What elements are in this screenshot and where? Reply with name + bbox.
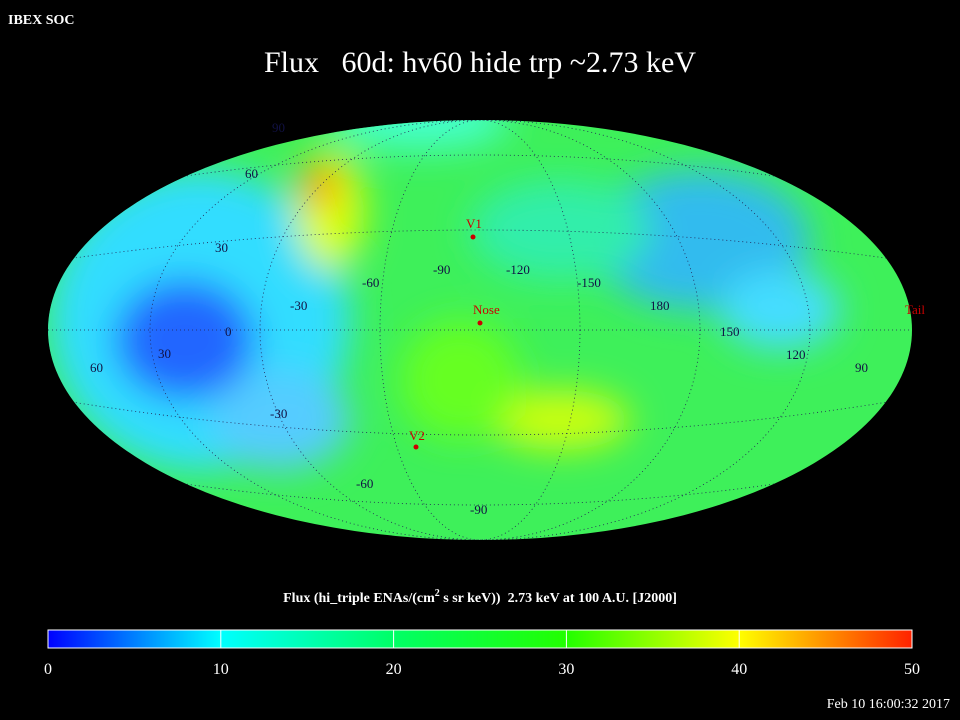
grid-label: 30 (215, 240, 228, 255)
grid-label: 0 (225, 324, 232, 339)
colorbar-tick-label: 40 (731, 661, 747, 678)
colorbar-tick-label: 20 (386, 661, 402, 678)
grid-label: 60 (245, 166, 258, 181)
marker-label: V1 (466, 216, 482, 231)
colorbar-title-sup: 2 (435, 588, 440, 599)
grid-label: -60 (356, 476, 373, 491)
grid-label: -30 (270, 406, 287, 421)
timestamp: Feb 10 16:00:32 2017 (827, 697, 950, 712)
grid-label: -150 (577, 275, 601, 290)
marker-dot (470, 234, 476, 240)
colorbar (47, 629, 913, 649)
grid-label: -60 (362, 275, 379, 290)
colorbar-tick-label: 50 (904, 661, 920, 678)
grid-label: -30 (290, 298, 307, 313)
corner-label: IBEX SOC (8, 13, 75, 28)
colorbar-title: Flux (hi_triple ENAs/(cm2 s sr keV)) 2.7… (283, 588, 677, 606)
colorbar-tick-label: 0 (44, 661, 52, 678)
colorbar-title-part: Flux (hi_triple ENAs/(cm (283, 591, 435, 606)
grid-label: 150 (720, 324, 740, 339)
marker-label: Tail (905, 302, 925, 317)
grid-label: 90 (855, 360, 868, 375)
colorbar-tick-label: 10 (213, 661, 229, 678)
title: Flux 60d: hv60 hide trp ~2.73 keV (264, 46, 696, 79)
sky-map: 90 60 30 0 -30 30 60 -30 -60 -90 -60 -90… (48, 120, 925, 540)
marker-dot (413, 444, 419, 450)
grid-label: -90 (433, 262, 450, 277)
colorbar-tick-label: 30 (558, 661, 574, 678)
marker-label: Nose (473, 302, 500, 317)
grid-label: -120 (506, 262, 530, 277)
marker-dot (477, 320, 483, 326)
grid-label: 120 (786, 347, 806, 362)
marker-label: V2 (409, 428, 425, 443)
grid-label: 180 (650, 298, 670, 313)
grid-label: 90 (272, 120, 285, 135)
grid-label: 60 (90, 360, 103, 375)
grid-label: -90 (470, 502, 487, 517)
grid-label: 30 (158, 346, 171, 361)
colorbar-title-part: s sr keV)) 2.73 keV at 100 A.U. [J2000] (440, 591, 677, 606)
